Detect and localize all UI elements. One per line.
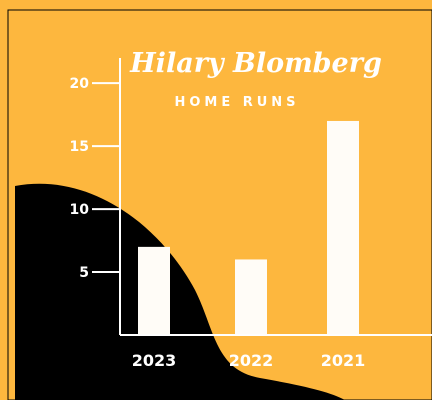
bar-2023 [138,246,170,335]
chart-title: Hilary Blomberg [129,48,382,79]
bar-2022 [235,259,267,335]
x-axis-labels: 2023 2022 2021 [132,351,366,370]
bar-2021 [327,120,359,335]
x-tick-label: 2022 [229,351,274,370]
y-tick-label: 10 [70,202,90,218]
y-tick-label: 5 [79,265,89,281]
y-tick-label: 20 [70,76,90,92]
y-axis: 5 10 15 20 [70,76,120,281]
x-tick-label: 2021 [321,351,366,370]
chart-subtitle: HOME RUNS [174,95,299,110]
black-wave-shape [15,183,345,400]
y-tick-label: 15 [70,139,89,155]
bars [138,120,359,335]
x-tick-label: 2023 [132,351,177,370]
chart-border [7,9,432,400]
